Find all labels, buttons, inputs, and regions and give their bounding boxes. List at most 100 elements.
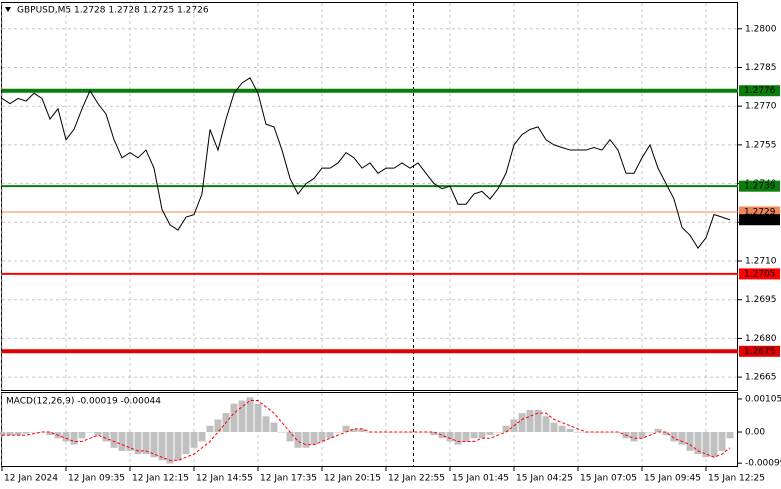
macd-bar [358, 428, 366, 433]
macd-bar [278, 432, 286, 433]
macd-bar [518, 413, 526, 433]
macd-bar [446, 432, 454, 442]
macd-bar [46, 432, 54, 436]
macd-bar [686, 432, 694, 451]
x-tick-label: 12 Jan 17:35 [260, 474, 317, 484]
macd-bar [198, 432, 206, 442]
level-label: 1.2776 [744, 86, 776, 96]
level-label: 1.2729 [744, 207, 776, 217]
macd-bar [6, 432, 14, 436]
last-price-label: 1.2726 [744, 215, 776, 225]
macd-bar [214, 419, 222, 433]
y-tick-label: -0.00099 [745, 459, 781, 469]
macd-bar [342, 425, 350, 433]
last-price-box [739, 214, 780, 226]
macd-bar [390, 432, 398, 433]
macd-bar [438, 432, 446, 439]
macd-bar [638, 432, 646, 439]
macd-bar [662, 432, 670, 436]
macd-bar [718, 432, 726, 451]
macd-bar [494, 432, 502, 433]
macd-bar [590, 432, 598, 433]
macd-bar [478, 432, 486, 439]
signal-line [2, 400, 731, 461]
macd-bar [694, 432, 702, 455]
macd-bar [334, 432, 342, 433]
level-label: 1.2675 [744, 347, 776, 357]
macd-bar [726, 432, 734, 439]
y-tick-label: 1.2695 [745, 295, 777, 305]
macd-title: MACD(12,26,9) -0.00019 -0.00044 [6, 397, 161, 407]
macd-bar [70, 432, 78, 445]
macd-bar [166, 432, 174, 464]
y-tick-label: 1.2785 [745, 63, 777, 73]
macd-bar [254, 403, 262, 433]
y-tick-label: 1.2680 [745, 334, 777, 344]
macd-bar [526, 409, 534, 433]
y-tick-label: 0.00 [745, 428, 765, 438]
macd-bar [286, 432, 294, 442]
level-label-box [739, 85, 780, 97]
macd-bar [62, 432, 70, 442]
macd-bar [118, 432, 126, 451]
macd-bar [454, 432, 462, 445]
macd-bar [654, 428, 662, 433]
price-line [1, 77, 731, 249]
macd-bar [174, 432, 182, 461]
macd-bar [350, 428, 358, 433]
macd-bar [302, 432, 310, 448]
macd-bar [430, 432, 438, 436]
y-tick-label: 0.00105 [745, 394, 781, 404]
macd-bar [14, 432, 22, 436]
level-label-box [739, 345, 780, 357]
macd-bar [558, 425, 566, 433]
macd-bar [94, 432, 102, 436]
macd-bar [246, 397, 254, 433]
x-tick-label: 15 Jan 07:05 [580, 474, 637, 484]
y-tick-label: 1.2770 [745, 102, 777, 112]
macd-bar [230, 403, 238, 433]
macd-bar [30, 432, 38, 433]
x-tick-label: 15 Jan 04:25 [516, 474, 573, 484]
macd-bar [0, 432, 6, 436]
macd-bar [606, 432, 614, 433]
macd-bar [86, 432, 94, 433]
x-tick-label: 15 Jan 09:45 [644, 474, 701, 484]
macd-bar [206, 425, 214, 433]
macd-bar [270, 422, 278, 433]
macd-bar [126, 432, 134, 451]
macd-bar [646, 432, 654, 433]
level-label-box [739, 206, 780, 218]
macd-bar [670, 432, 678, 442]
macd-bar [502, 425, 510, 433]
macd-bar [78, 432, 86, 439]
macd-bar [190, 432, 198, 448]
level-label: 1.2705 [744, 269, 776, 279]
macd-bar [142, 432, 150, 455]
x-tick-label: 12 Jan 2024 [4, 474, 58, 484]
x-tick-label: 15 Jan 01:45 [452, 474, 509, 484]
macd-bar [294, 432, 302, 448]
x-tick-label: 12 Jan 22:55 [388, 474, 445, 484]
macd-bar [318, 432, 326, 442]
x-tick-label: 12 Jan 20:15 [324, 474, 381, 484]
macd-bar [134, 432, 142, 455]
macd-bar [22, 432, 30, 434]
level-label-box [739, 268, 780, 280]
macd-bar [414, 432, 422, 433]
macd-bar [110, 432, 118, 448]
macd-bar [462, 432, 470, 442]
macd-bar [470, 432, 478, 439]
macd-bar [310, 432, 318, 445]
macd-bar [102, 432, 110, 442]
level-label: 1.2739 [744, 182, 776, 192]
macd-bar [534, 409, 542, 433]
macd-bar [150, 432, 158, 458]
macd-bar [326, 432, 334, 439]
macd-bar [542, 416, 550, 433]
menu-arrow [5, 7, 11, 12]
macd-bar [238, 400, 246, 433]
macd-bar [262, 416, 270, 433]
